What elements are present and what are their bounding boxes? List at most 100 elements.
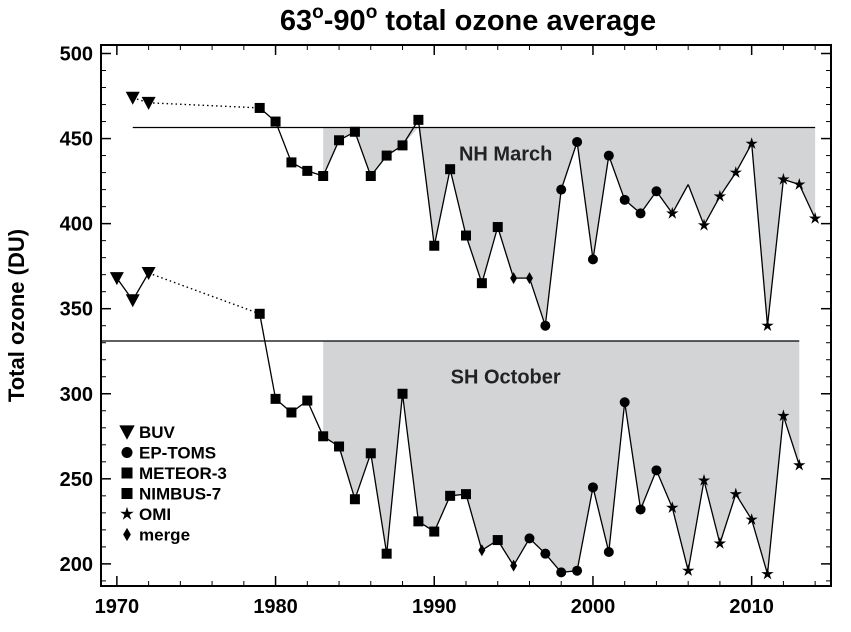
x-tick-label: 2000 [571,596,616,618]
series-segment [751,143,769,326]
series-segment [465,235,483,284]
data-point [270,116,281,127]
legend-marker [123,527,131,542]
legend-marker [121,467,133,479]
legend-label: BUV [139,423,176,442]
data-point [697,474,711,486]
data-point [619,397,630,408]
data-point [334,135,345,146]
data-point [713,189,727,202]
data-point [777,172,790,185]
data-point [318,170,329,181]
data-point [587,482,598,493]
data-point [302,165,313,176]
axes: 1970 1980 1990 2000 2010 200 250 300 350 400 450 50… [60,44,831,618]
data-point [697,218,711,231]
y-tick-label: 350 [60,299,93,321]
data-point [745,513,758,525]
series-segment [592,155,610,260]
y-tick-label: 250 [60,469,93,491]
series-segment [322,140,340,177]
shaded-area-0 [323,127,816,326]
series-segment [259,313,277,400]
data-point [365,448,376,459]
data-point [334,441,345,452]
data-point [461,489,471,500]
x-tick-label: 1990 [412,596,457,618]
series-segment [401,393,420,522]
x-tick-label: 1970 [95,596,140,618]
data-point [635,208,646,219]
data-point [125,91,140,105]
data-point [492,535,503,546]
data-point [254,308,265,319]
series-segment [766,415,785,575]
data-point [619,194,630,205]
series-segment [766,179,785,326]
data-point [445,490,456,501]
y-tick-label: 400 [60,214,93,236]
data-point [125,294,140,308]
data-point [556,567,567,578]
data-point [445,164,456,175]
data-point [141,266,156,280]
data-point [510,272,518,285]
data-point [429,526,440,537]
series-segment [576,141,594,260]
series-segment [703,480,721,544]
x-tick-label: 1980 [253,596,298,618]
series-segment [751,519,769,575]
data-point [777,409,790,422]
series-segment [671,184,689,214]
y-axis-label: Total ozone (DU) [4,229,29,402]
series-segment [782,415,800,466]
data-point [365,170,376,181]
data-point [381,548,392,559]
data-point [793,178,806,190]
data-point [254,102,265,113]
legend-marker [119,425,135,440]
region-labels: NH March SH October [451,144,561,389]
data-point [651,465,662,476]
data-point [572,136,583,147]
series-segment [544,189,562,326]
reference-lines [101,126,816,342]
series-segment [354,453,372,500]
series-segment [370,453,388,554]
data-point [525,272,533,285]
data-point [635,504,646,515]
series-segment [417,119,435,246]
data-point [808,212,822,224]
series-markers [109,91,822,580]
data-point [556,184,567,195]
series-segment [465,493,483,551]
data-point [761,567,774,580]
data-point [524,533,535,544]
data-point [109,272,124,286]
series-segment [592,487,610,553]
y-tick-label: 200 [60,554,93,576]
shaded-deficit-areas [323,127,816,575]
data-point [492,222,503,233]
series-segment [687,184,705,226]
legend-label: OMI [139,505,171,524]
chart-title: 63o-90o total ozone average [280,2,656,37]
series-segment [274,121,293,163]
data-point [510,559,518,572]
y-tick-label: 500 [60,44,93,66]
data-point [302,395,313,406]
data-point [349,494,360,505]
data-point [729,487,742,500]
data-point [587,254,598,265]
data-point [745,137,758,149]
series-segment [481,226,499,284]
series-segment [639,470,658,510]
legend-label: EP-TOMS [139,444,216,463]
series-segment [608,402,626,553]
data-point [413,516,424,527]
data-point [270,393,281,404]
data-point [713,537,727,549]
series-segment [608,155,626,201]
series-segment [687,480,705,571]
